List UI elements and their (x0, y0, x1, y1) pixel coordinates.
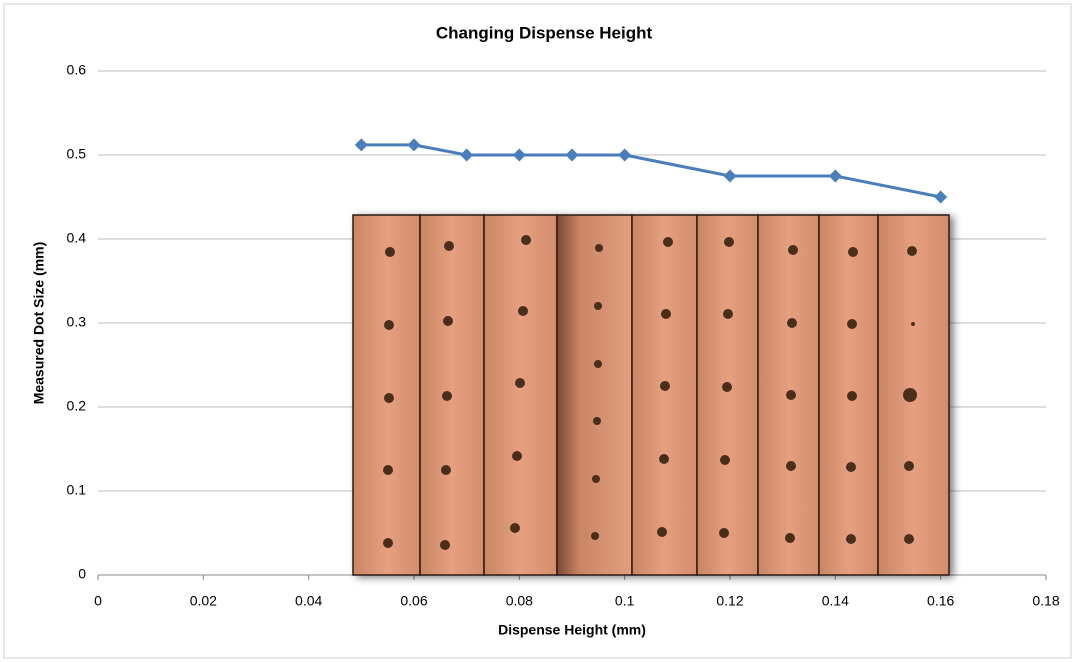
x-tick-label: 0.08 (506, 593, 533, 609)
chart-title: Changing Dispense Height (436, 23, 653, 42)
photo-dot (510, 523, 520, 533)
photo-panel (419, 214, 485, 576)
photo-dot (444, 241, 454, 251)
point (723, 169, 737, 183)
photo-dot (724, 237, 734, 247)
point (618, 148, 632, 162)
photo-dot (442, 391, 452, 401)
x-tick-label: 0.14 (822, 593, 849, 609)
photo-dot (591, 532, 599, 540)
y-axis-title: Measured Dot Size (mm) (31, 242, 47, 405)
point (565, 148, 579, 162)
photo-dot (443, 316, 453, 326)
photo-dot (719, 528, 729, 538)
photo-dot (384, 320, 394, 330)
photo-dot (722, 382, 732, 392)
x-tick-label: 0.16 (927, 593, 954, 609)
photo-dot (785, 533, 795, 543)
x-tick-label: 0.04 (295, 593, 322, 609)
photo-dot (383, 465, 393, 475)
y-tick-label: 0 (78, 566, 86, 582)
photo-dot (846, 534, 856, 544)
photo-dot (846, 462, 856, 472)
photo-dot (383, 538, 393, 548)
photo-dot (786, 390, 796, 400)
point (354, 138, 368, 152)
point (512, 148, 526, 162)
y-tick-label: 0.4 (67, 230, 87, 246)
photo-dot (441, 465, 451, 475)
x-tick-label: 0.18 (1032, 593, 1059, 609)
point (828, 169, 842, 183)
x-tick-label: 0.06 (400, 593, 427, 609)
photo-dot (907, 246, 917, 256)
photo-dot (720, 455, 730, 465)
photo-dot (385, 247, 395, 257)
x-tick-label: 0.1 (615, 593, 635, 609)
x-tick-label: 0.02 (190, 593, 217, 609)
photo (352, 214, 950, 576)
plot (354, 138, 948, 204)
photo-dot (847, 391, 857, 401)
photo-dot (904, 534, 914, 544)
photo-dot (661, 309, 671, 319)
photo-dot (786, 461, 796, 471)
photo-dot (521, 235, 531, 245)
photo-panel (483, 214, 558, 576)
photo-dot (595, 244, 603, 252)
x-tick-label: 0 (94, 593, 102, 609)
y-tick-label: 0.5 (67, 146, 87, 162)
photo-dot (518, 306, 528, 316)
photo-dot (594, 302, 602, 310)
photo-dot (847, 319, 857, 329)
y-tick-label: 0.6 (67, 62, 87, 78)
point (934, 190, 948, 204)
photo-dot (903, 388, 917, 402)
photo-dot (911, 322, 915, 326)
photo-dot (515, 378, 525, 388)
photo-dot (384, 393, 394, 403)
photo-dot (512, 451, 522, 461)
photo-dot (440, 540, 450, 550)
point (460, 148, 474, 162)
y-tick-label: 0.1 (67, 482, 87, 498)
point (407, 138, 421, 152)
photo-dot (594, 360, 602, 368)
y-tick-label: 0.2 (67, 398, 87, 414)
photo-dot (848, 247, 858, 257)
photo-dot (659, 454, 669, 464)
photo-panel (556, 214, 633, 576)
photo-dot (663, 237, 673, 247)
photo-panel (631, 214, 698, 576)
x-tick-label: 0.12 (716, 593, 743, 609)
photo-panel (696, 214, 759, 576)
y-tick-label: 0.3 (67, 314, 87, 330)
photo-dot (788, 245, 798, 255)
photo-dot (593, 417, 601, 425)
photo-dot (660, 381, 670, 391)
photo-dot (657, 527, 667, 537)
photo-dot (904, 461, 914, 471)
x-axis-title: Dispense Height (mm) (498, 622, 646, 638)
photo-dot (723, 309, 733, 319)
photo-dot (787, 318, 797, 328)
photo-dot (592, 475, 600, 483)
